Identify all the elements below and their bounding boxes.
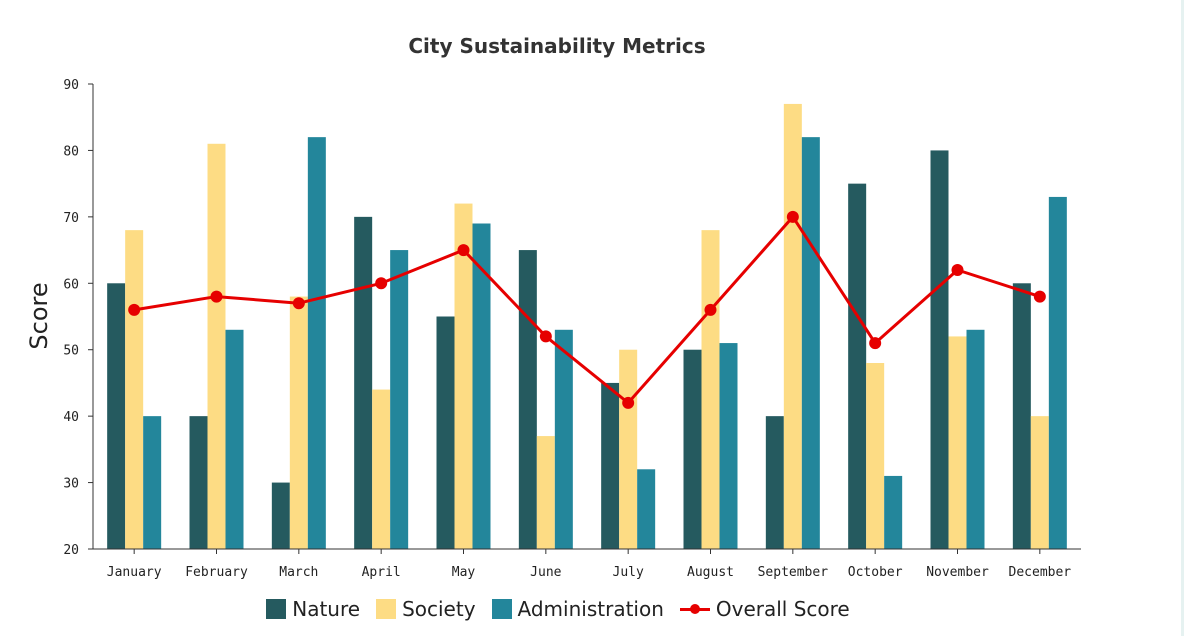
legend: Nature Society Administration Overall Sc…: [0, 597, 1116, 621]
x-tick-label-december: December: [1009, 565, 1072, 580]
overall-score-point-october: [869, 337, 882, 350]
bar-nature-september: [765, 416, 784, 549]
bar-administration-october: [884, 475, 903, 549]
x-tick-label-february: February: [185, 565, 248, 580]
bar-administration-march: [307, 137, 326, 549]
legend-line-marker-icon: [679, 599, 710, 619]
bar-administration-december: [1048, 196, 1067, 549]
bar-society-february: [207, 143, 226, 550]
bar-nature-march: [271, 482, 290, 549]
bar-nature-june: [518, 250, 537, 550]
bar-administration-february: [225, 329, 244, 549]
bar-nature-august: [683, 349, 702, 549]
y-tick-label: 80: [63, 144, 79, 159]
overall-score-line: [133, 215, 1041, 405]
right-border: [1181, 0, 1184, 636]
bars-layer: [107, 103, 1067, 550]
y-tick-label: 50: [63, 344, 79, 359]
legend-swatch-nature: [266, 599, 287, 619]
bar-society-january: [125, 230, 144, 549]
legend-swatch-society: [376, 599, 397, 619]
bar-nature-february: [189, 416, 208, 549]
bar-administration-may: [472, 223, 491, 549]
bar-society-august: [701, 230, 720, 549]
x-tick-label-july: July: [613, 565, 644, 580]
bar-administration-november: [966, 329, 985, 549]
x-tick-label-may: May: [452, 565, 476, 580]
x-tick-label-november: November: [926, 565, 989, 580]
bar-nature-october: [848, 183, 867, 549]
y-tick-label: 70: [63, 211, 79, 226]
x-tick-label-march: March: [279, 565, 318, 580]
chart-title: City Sustainability Metrics: [408, 34, 706, 58]
overall-score-point-september: [786, 210, 799, 223]
bar-society-may: [454, 203, 473, 550]
x-tick-label-april: April: [362, 565, 401, 580]
bar-society-november: [948, 336, 967, 549]
legend-label-overall-score: Overall Score: [715, 597, 850, 621]
bar-administration-january: [143, 416, 162, 549]
y-tick-label: 40: [63, 410, 79, 425]
y-tick-label: 30: [63, 477, 79, 492]
x-tick-label-august: August: [687, 565, 734, 580]
x-tick-label-september: September: [758, 565, 829, 580]
overall-score-point-april: [375, 277, 388, 290]
overall-score-point-january: [128, 303, 141, 316]
legend-label-nature: Nature: [292, 597, 361, 621]
bar-nature-november: [930, 150, 949, 549]
bar-nature-july: [601, 382, 620, 549]
overall-score-point-november: [951, 264, 964, 276]
y-tick-label: 20: [63, 543, 79, 558]
bar-society-december: [1030, 416, 1049, 549]
bar-administration-september: [801, 137, 820, 549]
legend-label-society: Society: [402, 597, 476, 621]
legend-item-administration[interactable]: Administration: [491, 597, 664, 621]
overall-score-point-december: [1033, 290, 1046, 303]
bar-nature-december: [1012, 283, 1031, 549]
bar-nature-may: [436, 316, 455, 549]
overall-score-point-february: [210, 290, 223, 303]
axes-layer: 20 30 40 50 60 70 80 90 January February March Apri…: [63, 78, 1081, 580]
x-tick-label-june: June: [530, 565, 561, 580]
line-layer: [128, 210, 1046, 409]
overall-score-point-august: [704, 303, 717, 316]
legend-item-overall-score[interactable]: Overall Score: [679, 597, 850, 621]
overall-score-point-march: [292, 297, 305, 310]
legend-item-society[interactable]: Society: [376, 597, 476, 621]
bar-society-march: [289, 296, 308, 549]
bar-administration-april: [390, 250, 409, 550]
legend-item-nature[interactable]: Nature: [266, 597, 360, 621]
bar-administration-august: [719, 343, 738, 549]
legend-label-administration: Administration: [517, 597, 664, 621]
bar-society-april: [372, 389, 391, 549]
overall-score-point-july: [622, 396, 635, 409]
bar-society-july: [619, 349, 638, 549]
bar-society-september: [783, 103, 802, 549]
bar-administration-july: [637, 469, 656, 549]
bar-society-june: [536, 436, 555, 549]
x-tick-label-january: January: [107, 565, 162, 580]
y-tick-label: 60: [63, 277, 79, 292]
bar-nature-january: [107, 283, 126, 549]
bar-nature-april: [354, 216, 373, 549]
y-tick-label: 90: [63, 78, 79, 93]
overall-score-point-june: [539, 330, 552, 343]
bar-society-october: [866, 363, 885, 549]
overall-score-point-may: [457, 244, 470, 257]
x-tick-label-october: October: [848, 565, 903, 580]
legend-swatch-administration: [491, 599, 512, 619]
bar-administration-june: [554, 329, 573, 549]
